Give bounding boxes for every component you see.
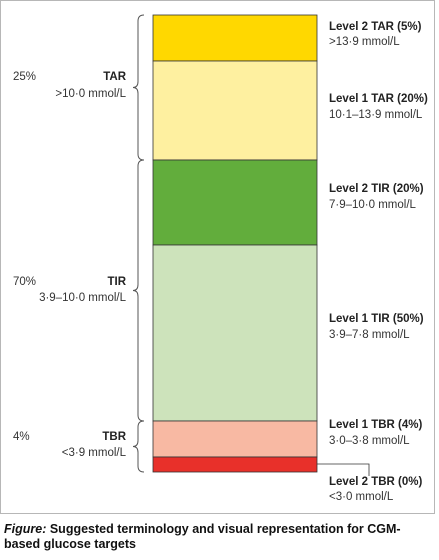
segment-range: <3·0 mmol/L	[329, 491, 394, 503]
group-range: >10·0 mmol/L	[55, 88, 126, 100]
group-name: TIR	[107, 276, 126, 288]
segment-label: Level 2 TBR (0%)	[329, 476, 422, 488]
segment-label: Level 2 TAR (5%)	[329, 21, 422, 33]
segment-range: 3·0–3·8 mmol/L	[329, 435, 410, 447]
segment-label: Level 1 TAR (20%)	[329, 93, 428, 105]
brace-tir	[132, 159, 145, 422]
bar-segment-level-1-tbr	[152, 420, 318, 458]
brace-tbr	[132, 420, 145, 473]
group-percent: 25%	[13, 71, 36, 83]
leader-line	[317, 463, 370, 476]
segment-label: Level 2 TIR (20%)	[329, 183, 424, 195]
segment-label: Level 1 TIR (50%)	[329, 313, 424, 325]
brace-tar	[132, 14, 145, 161]
segment-label: Level 1 TBR (4%)	[329, 419, 422, 431]
caption-text: Suggested terminology and visual represe…	[4, 522, 401, 551]
segment-range: 3·9–7·8 mmol/L	[329, 329, 410, 341]
group-name: TBR	[102, 431, 126, 443]
stacked-bar	[152, 14, 318, 473]
bar-segment-level-2-tir	[152, 159, 318, 246]
segment-range: 10·1–13·9 mmol/L	[329, 109, 423, 121]
group-braces	[132, 14, 145, 473]
bar-segment-level-2-tbr	[152, 456, 318, 473]
bar-segment-level-1-tir	[152, 244, 318, 422]
bar-segment-level-2-tar	[152, 14, 318, 62]
glucose-target-chart: Level 2 TAR (5%) >13·9 mmol/L Level 1 TAR …	[13, 14, 428, 503]
group-range: 3·9–10·0 mmol/L	[39, 292, 127, 304]
bar-segment-level-1-tar	[152, 60, 318, 161]
segment-labels: Level 2 TAR (5%) >13·9 mmol/L Level 1 TAR …	[317, 21, 428, 503]
segment-range: >13·9 mmol/L	[329, 36, 400, 48]
group-range: <3·9 mmol/L	[62, 447, 127, 459]
segment-range: 7·9–10·0 mmol/L	[329, 199, 417, 211]
figure-caption: Figure: Suggested terminology and visual…	[4, 522, 432, 552]
caption-label: Figure:	[4, 522, 47, 536]
group-labels: 25% TAR >10·0 mmol/L 70% TIR 3·9–10·0 mmol/L 4…	[13, 71, 127, 459]
group-name: TAR	[103, 71, 126, 83]
group-percent: 4%	[13, 431, 30, 443]
group-percent: 70%	[13, 276, 36, 288]
